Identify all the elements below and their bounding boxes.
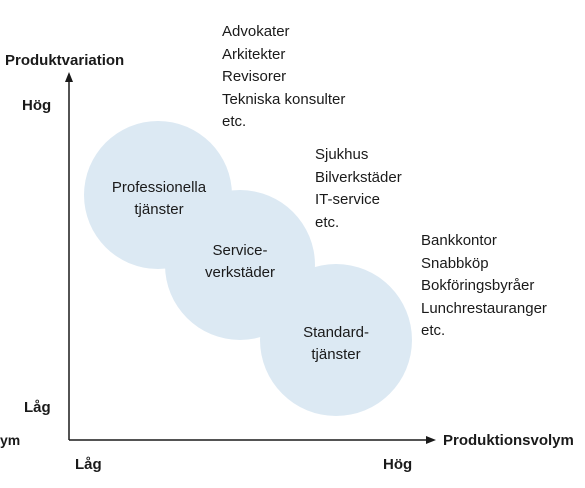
bubble-label-line: verkstäder	[204, 264, 276, 281]
bubble-label-service-shops: Service- verkstäder	[185, 240, 295, 284]
bubble-label-line: Professionella	[111, 179, 207, 196]
bubble-standard-services	[260, 264, 412, 416]
list-item: etc.	[222, 113, 247, 130]
bubble-label-line: tjänster	[311, 346, 361, 363]
list-item: Snabbköp	[421, 254, 489, 272]
x-axis-arrowhead	[426, 436, 436, 444]
list-item: Bilverkstäder	[315, 168, 402, 186]
list-item: Sjukhus	[315, 146, 369, 163]
list-item: Arkitekter	[222, 45, 286, 63]
bubble-label-line: tjänster	[134, 201, 184, 218]
y-axis-low-label: Låg	[24, 399, 51, 416]
bubble-label-line: Service-	[212, 242, 268, 259]
bubble-label-professional: Professionella tjänster	[104, 177, 214, 221]
list-item: Bokföringsbyråer	[421, 277, 535, 294]
list-item: Lunchrestauranger	[421, 299, 547, 317]
clipped-left-label: ym	[0, 432, 21, 448]
y-axis-arrowhead	[65, 72, 73, 82]
list-item: Tekniska konsulter	[222, 90, 346, 108]
list-item: Advokater	[222, 23, 290, 40]
list-item: Revisorer	[222, 68, 287, 85]
bubble-label-standard: Standard- tjänster	[281, 322, 391, 366]
x-axis-high-label: Hög	[383, 456, 413, 473]
y-axis-high-label: Hög	[22, 97, 52, 114]
examples-service-shops: Sjukhus Bilverkstäder IT-service etc.	[315, 144, 402, 234]
x-axis-title: Produktionsvolym	[443, 432, 574, 449]
list-item: etc.	[315, 213, 340, 231]
examples-standard: Bankkontor Snabbköp Bokföringsbyråer Lun…	[421, 230, 547, 343]
examples-professional: Advokater Arkitekter Revisorer Tekniska …	[222, 21, 345, 134]
list-item: Bankkontor	[421, 232, 497, 249]
x-axis-low-label: Låg	[75, 456, 102, 473]
list-item: etc.	[421, 322, 446, 339]
bubble-label-line: Standard-	[303, 324, 369, 341]
list-item: IT-service	[315, 191, 381, 208]
y-axis-title: Produktvariation	[5, 52, 125, 69]
